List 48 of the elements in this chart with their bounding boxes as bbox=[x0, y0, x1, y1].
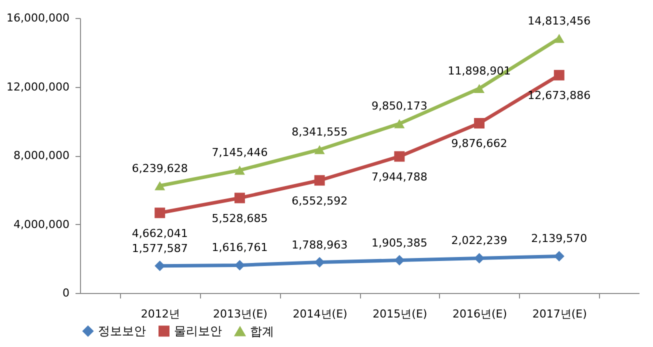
y-tick-label: 12,000,000 bbox=[6, 80, 70, 94]
point bbox=[554, 34, 564, 43]
point bbox=[474, 84, 485, 94]
legend-label: 정보보안 bbox=[98, 324, 146, 338]
point bbox=[154, 208, 166, 218]
data-label: 1,577,587 bbox=[132, 242, 188, 255]
data-label: 9,876,662 bbox=[451, 137, 508, 150]
data-label: 1,616,761 bbox=[212, 241, 268, 254]
data-label: 6,552,592 bbox=[292, 194, 348, 208]
data-label: 14,813,456 bbox=[528, 14, 591, 28]
point bbox=[394, 255, 405, 266]
data-label: 7,145,446 bbox=[212, 146, 268, 160]
point bbox=[394, 151, 405, 162]
y-tick-label: 16,000,000 bbox=[6, 12, 70, 24]
x-tick-label: 2017년(E) bbox=[532, 308, 587, 320]
x-tick-label: 2015년(E) bbox=[372, 308, 428, 320]
point bbox=[554, 250, 564, 262]
point bbox=[474, 253, 485, 264]
data-label: 1,905,385 bbox=[371, 236, 428, 250]
data-label: 2,022,239 bbox=[451, 234, 508, 248]
legend-label: 물리보안 bbox=[174, 324, 222, 338]
y-tick-label: 0 bbox=[62, 286, 70, 300]
data-label: 6,239,628 bbox=[132, 162, 188, 175]
point bbox=[474, 118, 485, 128]
legend-label: 합계 bbox=[250, 324, 274, 338]
point bbox=[234, 192, 245, 204]
x-tick-label: 2012년 bbox=[140, 308, 180, 320]
x-tick-label: 2014년(E) bbox=[292, 308, 348, 320]
data-label: 2,139,570 bbox=[531, 232, 588, 246]
point bbox=[314, 145, 325, 154]
data-label: 4,662,041 bbox=[132, 226, 188, 240]
x-tick-label: 2013년(E) bbox=[212, 308, 268, 320]
data-label: 1,788,963 bbox=[292, 238, 348, 252]
point bbox=[314, 175, 325, 186]
y-tick-label: 4,000,000 bbox=[14, 218, 70, 231]
point bbox=[234, 166, 245, 175]
point bbox=[314, 257, 325, 268]
data-label: 12,673,886 bbox=[528, 89, 591, 102]
data-label: 9,850,173 bbox=[371, 100, 428, 113]
point bbox=[394, 119, 405, 128]
y-tick-label: 8,000,000 bbox=[14, 149, 70, 162]
data-label: 5,528,685 bbox=[212, 212, 268, 225]
point bbox=[154, 181, 166, 190]
point bbox=[554, 70, 564, 80]
data-label: 8,341,555 bbox=[292, 126, 348, 139]
x-tick-label: 2016년(E) bbox=[452, 308, 508, 320]
point bbox=[234, 260, 245, 270]
data-label: 7,944,788 bbox=[371, 170, 428, 184]
